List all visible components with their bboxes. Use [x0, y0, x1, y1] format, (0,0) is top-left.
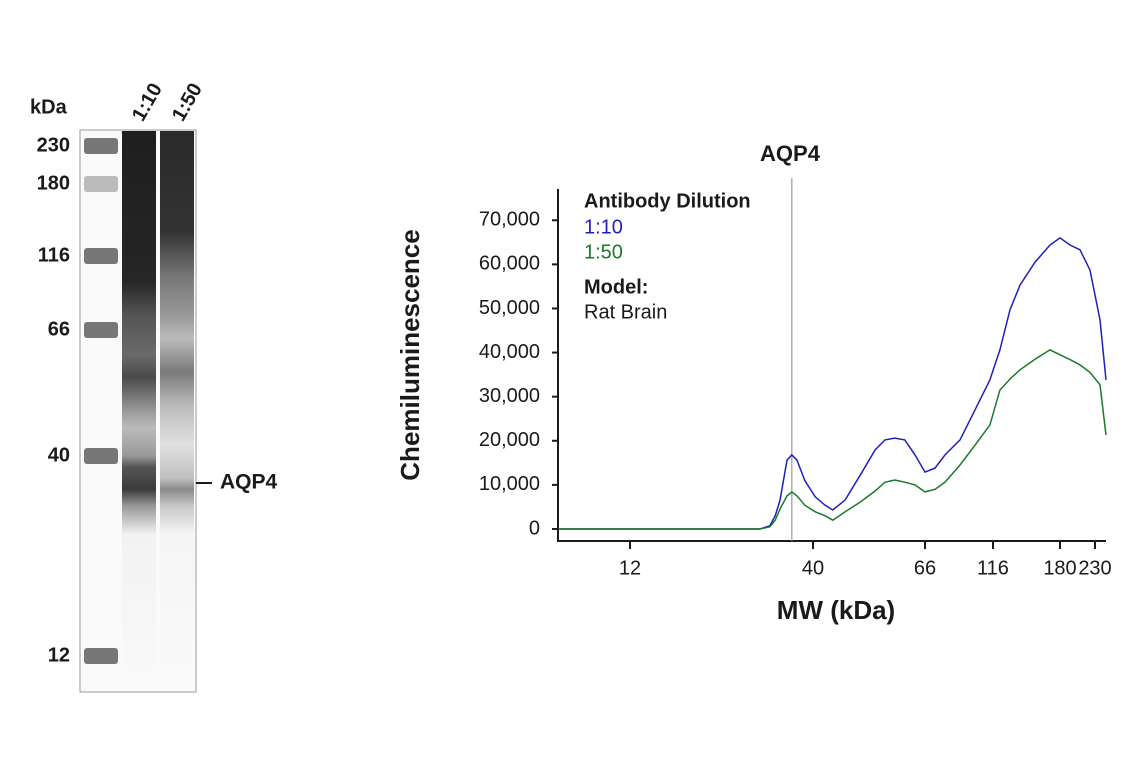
x-tick-label: 116	[977, 557, 1009, 579]
x-tick-label: 12	[619, 557, 641, 579]
marker-label: 116	[38, 244, 70, 266]
marker-label: 40	[48, 444, 70, 466]
marker-label: 180	[37, 172, 70, 194]
series-line	[558, 236, 1107, 530]
marker-label: 12	[48, 644, 70, 666]
y-tick-label: 30,000	[479, 385, 540, 407]
x-tick-label: 66	[914, 557, 936, 579]
gel-lane	[122, 131, 156, 691]
lane-label: 1:10	[128, 79, 167, 125]
note: Rat Brain	[584, 301, 667, 323]
y-axis-label: Chemiluminescence	[395, 229, 425, 480]
ladder-band	[84, 648, 118, 664]
gel-annotation: AQP4	[220, 471, 278, 494]
note-title: Model:	[584, 276, 648, 298]
y-tick-label: 70,000	[479, 209, 540, 231]
y-tick-label: 20,000	[479, 429, 540, 451]
y-tick-label: 40,000	[479, 341, 540, 363]
legend-entry: 1:10	[584, 216, 623, 238]
marker-label: 230	[37, 134, 70, 156]
ladder-band	[84, 448, 118, 464]
ladder-band	[84, 248, 118, 264]
x-tick-label: 180	[1043, 557, 1076, 579]
ladder-band	[84, 176, 118, 192]
x-axis-label: MW (kDa)	[777, 595, 895, 625]
x-tick-label: 230	[1078, 557, 1111, 579]
ladder-band	[84, 138, 118, 154]
gel-unit: kDa	[30, 96, 68, 118]
ladder-band	[84, 322, 118, 338]
annotation-label: AQP4	[760, 141, 821, 166]
gel-lane	[160, 131, 194, 691]
legend-entry: 1:50	[584, 241, 623, 263]
series-line	[558, 349, 1107, 530]
marker-label: 66	[48, 318, 70, 340]
y-tick-label: 50,000	[479, 297, 540, 319]
x-tick-label: 40	[802, 557, 824, 579]
y-tick-label: 60,000	[479, 253, 540, 275]
lane-label: 1:50	[168, 79, 207, 125]
y-tick-label: 0	[529, 517, 540, 539]
y-tick-label: 10,000	[479, 473, 540, 495]
legend-title: Antibody Dilution	[584, 190, 751, 212]
